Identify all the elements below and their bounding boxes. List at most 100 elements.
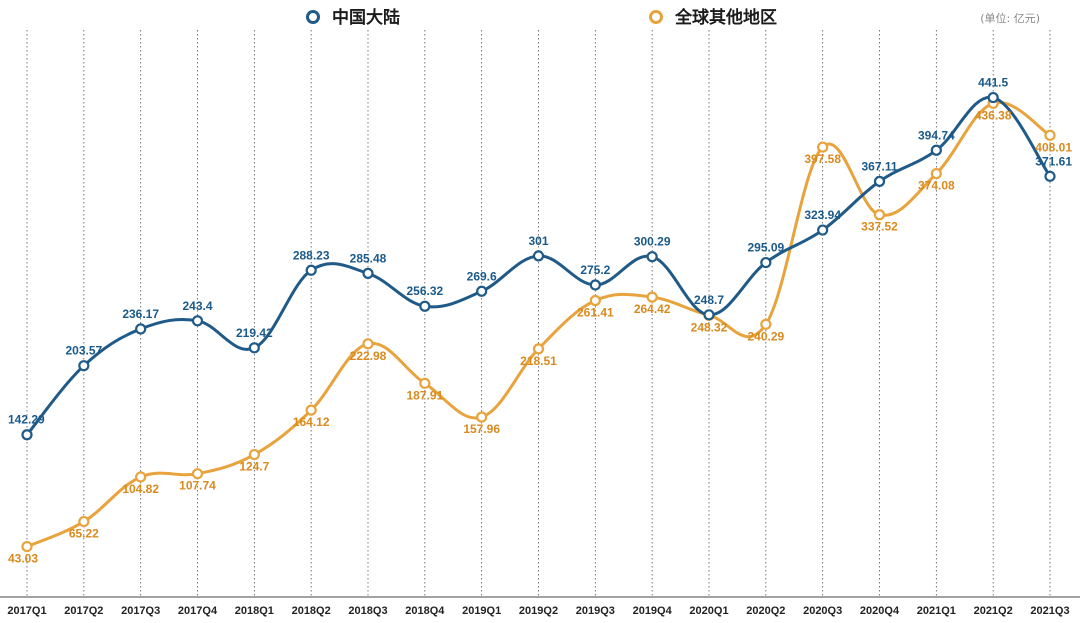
data-point-rest-of-world: [873, 209, 886, 221]
data-point-rest-of-world: [21, 540, 33, 553]
data-point-rest-of-world: [760, 318, 772, 330]
data-label-china: 301: [528, 234, 548, 248]
data-label-rest-of-world: 124.7: [239, 460, 269, 474]
data-point-rest-of-world: [135, 471, 147, 483]
data-label-china: 288.23: [293, 248, 330, 262]
x-tick-label: 2019Q3: [576, 605, 615, 617]
data-point-rest-of-world: [305, 404, 317, 416]
legend: 中国大陆 全球其他地区: [306, 7, 777, 28]
data-label-china: 243.4: [182, 299, 212, 313]
data-labels: 142.29 203.57 236.17 243.4 219.42 288.23 285.4…: [8, 76, 1072, 566]
data-point-china: [21, 429, 33, 441]
data-point-rest-of-world: [817, 141, 829, 153]
x-tick-label: 2018Q1: [235, 605, 274, 617]
data-label-rest-of-world: 187.91: [406, 388, 443, 402]
x-tick-label: 2021Q2: [974, 605, 1013, 617]
data-label-china: 441.5: [978, 76, 1008, 90]
data-point-rest-of-world: [476, 411, 488, 423]
data-point-china: [1044, 170, 1056, 182]
data-label-china: 203.57: [65, 344, 102, 358]
legend-label-rest-of-world: 全球其他地区: [674, 7, 777, 28]
data-label-rest-of-world: 218.51: [520, 354, 557, 368]
x-tick-label: 2018Q2: [292, 605, 331, 617]
data-label-china: 300.29: [634, 235, 671, 249]
data-point-china: [419, 300, 431, 312]
data-point-rest-of-world: [532, 343, 545, 355]
data-label-rest-of-world: 337.52: [861, 220, 898, 234]
data-label-rest-of-world: 397.58: [804, 152, 841, 166]
data-point-rest-of-world: [78, 515, 90, 528]
data-label-china: 394.74: [918, 128, 955, 142]
data-label-china: 371.61: [1035, 154, 1072, 168]
x-tick-label: 2017Q3: [121, 605, 160, 617]
data-point-china: [78, 360, 90, 372]
data-label-china: 269.6: [467, 269, 497, 283]
data-label-china: 248.7: [694, 293, 724, 307]
data-point-china: [476, 285, 488, 297]
x-tick-label: 2018Q4: [405, 605, 445, 617]
legend-label-china: 中国大陆: [332, 7, 400, 28]
data-point-rest-of-world: [191, 468, 204, 480]
legend-marker-china: [306, 10, 320, 24]
data-label-rest-of-world: 436.38: [975, 108, 1012, 122]
data-point-china: [930, 144, 942, 156]
data-point-china: [191, 315, 204, 327]
data-label-rest-of-world: 107.74: [179, 479, 216, 493]
data-label-rest-of-world: 157.96: [463, 422, 500, 436]
data-label-china: 236.17: [122, 307, 159, 321]
data-point-china: [135, 323, 147, 335]
legend-marker-rest-of-world: [649, 10, 663, 24]
data-label-rest-of-world: 248.32: [691, 320, 728, 334]
data-label-rest-of-world: 264.42: [634, 302, 671, 316]
data-point-china: [646, 251, 658, 263]
data-label-rest-of-world: 65.22: [69, 527, 99, 541]
data-label-rest-of-world: 408.01: [1035, 140, 1072, 154]
x-tick-label: 2020Q1: [689, 605, 728, 617]
grid-lines: [26, 30, 1051, 597]
data-point-rest-of-world: [646, 291, 658, 303]
data-point-china: [362, 267, 374, 279]
x-tick-label: 2018Q3: [348, 605, 387, 617]
x-tick-label: 2019Q4: [633, 605, 673, 617]
x-tick-label: 2017Q1: [7, 605, 46, 617]
data-label-china: 219.42: [236, 326, 273, 340]
x-tick-label: 2021Q3: [1030, 605, 1069, 617]
data-label-china: 142.29: [8, 413, 45, 427]
unit-label: (单位: 亿元): [980, 11, 1040, 25]
x-axis: 2017Q1 2017Q2 2017Q3 2017Q4 2018Q1 2018Q2 2018…: [0, 596, 1080, 617]
data-point-china: [305, 264, 317, 276]
data-point-rest-of-world: [930, 167, 942, 180]
data-point-china: [987, 91, 999, 104]
x-tick-label: 2019Q1: [462, 605, 501, 617]
series-line-china: [25, 96, 1052, 436]
x-tick-label: 2017Q4: [178, 605, 218, 617]
data-label-china: 323.94: [804, 208, 841, 222]
data-point-china: [532, 250, 545, 262]
series: [21, 91, 1056, 553]
data-label-rest-of-world: 374.08: [918, 179, 955, 193]
x-tick-label: 2020Q2: [746, 605, 785, 617]
x-tick-label: 2020Q3: [803, 605, 842, 617]
data-label-rest-of-world: 261.41: [577, 306, 614, 320]
x-tick-label: 2021Q1: [917, 605, 956, 617]
data-label-china: 367.11: [861, 159, 897, 173]
data-point-china: [873, 175, 886, 188]
data-label-rest-of-world: 240.29: [747, 329, 784, 343]
data-point-china: [589, 279, 601, 291]
data-point-china: [248, 342, 260, 354]
data-point-rest-of-world: [589, 294, 601, 307]
data-point-china: [760, 256, 772, 269]
x-tick-label: 2020Q4: [860, 605, 900, 617]
data-point-china: [817, 224, 829, 236]
x-tick-label: 2019Q2: [519, 605, 558, 617]
data-label-china: 285.48: [350, 251, 387, 265]
data-label-rest-of-world: 104.82: [122, 482, 159, 496]
data-label-rest-of-world: 43.03: [8, 552, 38, 566]
data-label-china: 295.09: [747, 241, 784, 255]
data-label-china: 256.32: [406, 284, 443, 298]
data-point-china: [703, 309, 715, 321]
data-point-rest-of-world: [362, 338, 374, 350]
data-point-rest-of-world: [1044, 129, 1056, 141]
data-label-rest-of-world: 222.98: [350, 349, 387, 363]
